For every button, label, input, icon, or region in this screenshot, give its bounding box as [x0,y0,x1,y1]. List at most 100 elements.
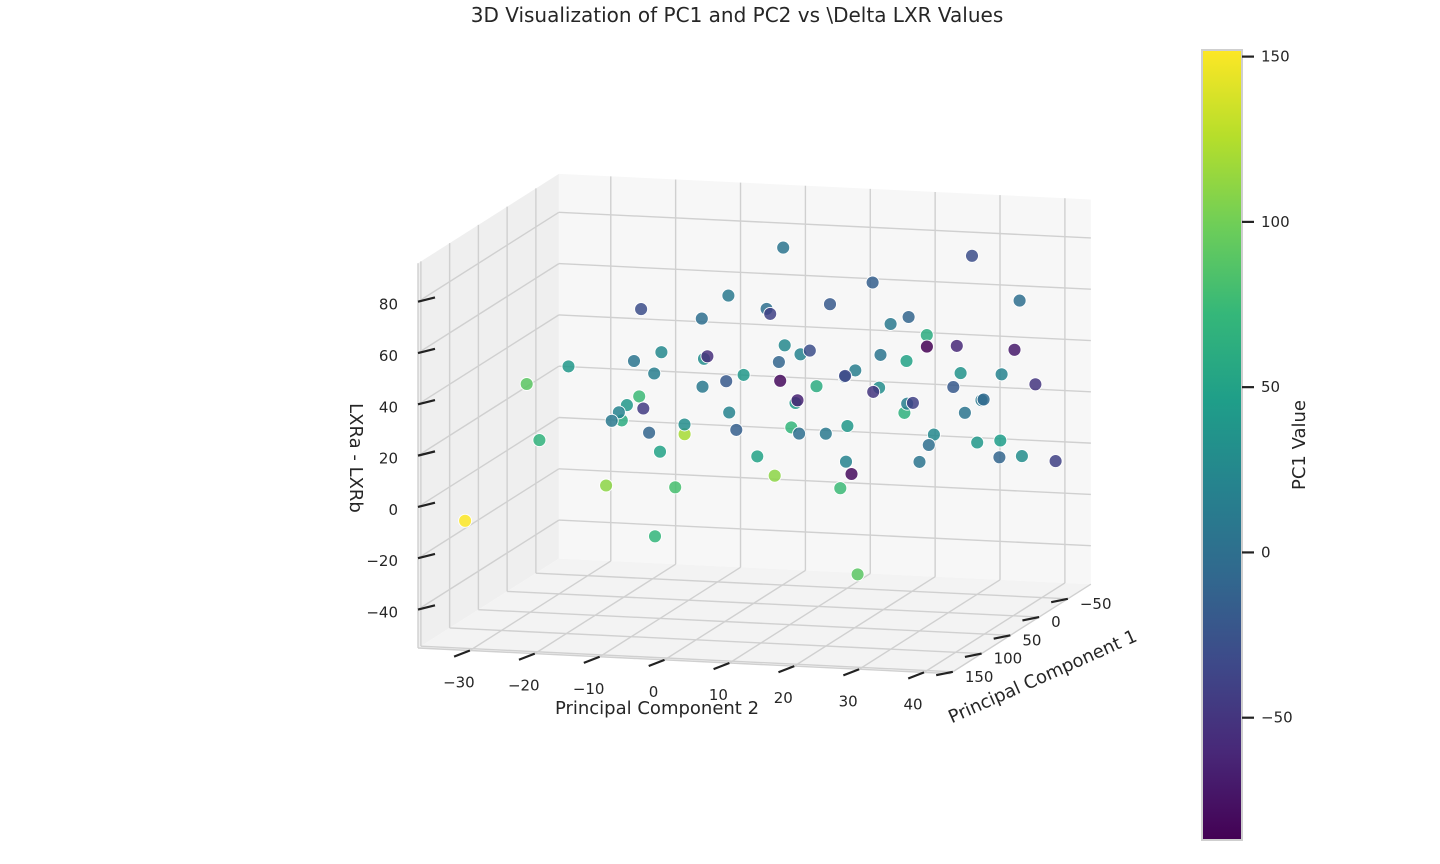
data-point [790,393,805,408]
z-tick-label: 80 [379,296,398,314]
data-point [901,310,916,324]
data-point [736,367,751,382]
colorbar-tick-label: 50 [1261,378,1280,396]
grid-line-z [558,314,1091,342]
z-tick-mark [417,501,436,508]
depth-tick-label: 50 [1022,631,1041,649]
data-point [750,449,765,464]
grid-line-depth [449,627,982,655]
data-point [458,513,473,528]
data-point [976,392,991,407]
data-point [677,417,692,432]
grid-line-z [417,365,560,457]
x-tick-mark [778,665,795,674]
data-point [668,480,683,495]
data-point [838,368,853,383]
grid-line-z [558,211,1091,239]
x-tick-label: 30 [839,692,858,710]
grid-line-z [558,468,1091,496]
depth-tick-label: 0 [1051,613,1061,631]
grid-line-z [417,468,560,559]
data-point [919,339,934,354]
x-tick-mark [713,661,730,671]
data-point [970,435,985,450]
colorbar-label: PC1 Value [1289,400,1310,490]
data-point [695,379,710,394]
colorbar-gradient [1201,49,1243,841]
z-tick-mark [417,450,436,457]
colorbar-ticks: −50 0 50 100 150 [1242,48,1293,727]
depth-tick-mark [964,652,982,659]
data-point [992,450,1007,465]
depth-tick-mark [1050,597,1069,604]
data-point [844,467,859,481]
colorbar-tick-label: 100 [1261,213,1290,231]
x-tick-mark [453,649,471,658]
data-point [777,338,792,353]
data-point [632,389,647,404]
depth-tick-label: −50 [1080,595,1112,613]
scatter-points [458,240,1063,582]
grid-lines [417,176,1092,675]
grid-line-depth [507,590,1040,618]
grid-line-z [417,314,560,405]
x-tick-label: −30 [443,674,475,692]
data-point [599,478,614,493]
data-point [719,374,734,389]
data-point [809,379,824,394]
data-point [965,248,979,263]
depth-tick-mark [935,670,954,677]
data-point [561,359,576,374]
data-point [957,405,972,420]
colorbar: −50 0 50 100 150 PC1 Value [1201,48,1310,841]
data-point [993,433,1008,448]
depth-tick-mark [993,634,1011,640]
data-point [905,395,920,410]
data-point [722,405,737,420]
grid-line-z [417,263,560,354]
z-tick-label: 40 [379,398,398,416]
z-tick-label: −20 [366,552,398,570]
z-tick-mark [417,347,436,355]
data-point [634,302,649,317]
data-point [946,380,961,394]
colorbar-tick-label: 150 [1261,48,1290,66]
z-tick-label: 0 [388,501,398,519]
axis-line-x [417,647,951,675]
data-point [1007,342,1022,357]
data-point [648,529,662,544]
x-axis-label: Principal Component 2 [555,698,759,719]
x-tick-label: −20 [508,677,540,695]
grid-line-z [417,416,560,508]
data-point [833,481,848,496]
data-point [899,354,914,368]
z-axis-label: LXRa - LXRb [345,403,366,513]
data-point [818,426,833,441]
x-tick-label: 10 [709,686,728,704]
data-point [1012,293,1027,308]
data-point [953,366,968,381]
z-tick-label: 20 [379,450,398,468]
data-point [949,338,964,353]
x-tick-mark [583,655,601,664]
x-tick-label: 0 [649,683,659,701]
data-point [771,355,786,369]
data-point [792,426,807,441]
data-point [776,240,791,255]
depth-tick-mark [1022,615,1040,622]
depth-tick-label: 100 [994,650,1023,668]
x-tick-mark [842,668,860,677]
data-point [532,433,547,448]
data-point [721,288,736,303]
data-point [653,444,667,459]
grid-line-depth [478,608,1011,636]
data-point [654,345,669,360]
x-tick-mark [648,658,665,668]
data-point [883,317,898,331]
data-point [919,328,934,343]
data-point [763,306,778,321]
depth-tick-label: 150 [965,668,994,686]
data-point [642,425,657,440]
data-point [694,311,709,326]
data-point [802,343,817,358]
